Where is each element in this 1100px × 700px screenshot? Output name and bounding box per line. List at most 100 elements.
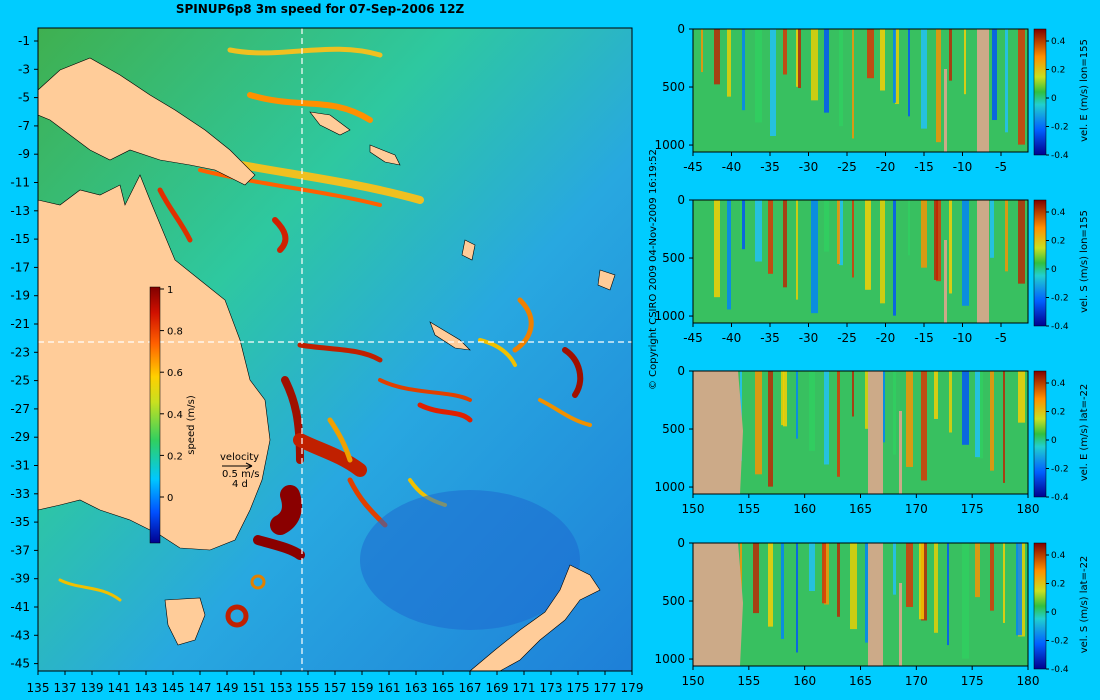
section-land-mask <box>899 411 902 494</box>
section-x-tick-label: -45 <box>683 160 703 174</box>
section-streak <box>809 543 815 591</box>
colorbar-tick-label: 1 <box>167 285 173 296</box>
section-streak <box>839 29 843 127</box>
lon-tick-label: 161 <box>378 681 401 695</box>
longitude-axis: 135 137 139 141 143 145 147 149 151 153 155 157 159 1… <box>27 671 644 695</box>
section-panel: 0 500 1000 -45 -40 -35 -30 -25 -20 -15 -10 -5 0.4 0.2… <box>654 193 1090 345</box>
lat-tick-label: -37 <box>10 543 30 557</box>
velocity-key-speed: 0.5 m/s <box>222 469 259 480</box>
section-streak <box>701 29 703 73</box>
lon-tick-label: 177 <box>594 681 617 695</box>
lon-tick-label: 169 <box>486 681 509 695</box>
section-streak <box>893 543 896 595</box>
velocity-key-duration: 4 d <box>232 479 248 490</box>
lon-tick-label: 149 <box>216 681 239 695</box>
section-streak <box>768 543 773 627</box>
fiji-land <box>597 269 616 291</box>
section-streak <box>753 543 759 614</box>
section-y-tick-label: 1000 <box>654 138 685 152</box>
section-colorbar-tick-label: 0.2 <box>1051 580 1065 590</box>
section-land-mask <box>868 543 883 666</box>
section-streak <box>934 371 938 419</box>
colorbar-ticks: 1 0.8 0.6 0.4 0.2 0 <box>160 285 183 504</box>
section-streak <box>822 543 826 604</box>
low-speed-region <box>360 490 580 630</box>
section-streak <box>824 371 829 465</box>
section-streak <box>992 29 997 121</box>
section-x-tick-label: 175 <box>961 502 984 516</box>
section-streak <box>921 29 927 129</box>
lat-tick-label: -41 <box>10 600 30 614</box>
section-land-mask <box>944 69 947 152</box>
section-streak <box>908 200 910 256</box>
section-streak <box>755 200 762 262</box>
section-x-tick-label: 165 <box>849 674 872 688</box>
lat-tick-label: -21 <box>10 317 30 331</box>
lon-tick-label: 175 <box>567 681 590 695</box>
lon-tick-label: 157 <box>324 681 347 695</box>
section-frame <box>692 28 1029 153</box>
section-colorbar-label: vel. S (m/s) lat=-22 <box>1079 556 1090 654</box>
section-streak <box>936 200 941 282</box>
section-land-mask <box>977 200 989 323</box>
section-colorbar <box>1033 542 1047 670</box>
section-streak <box>824 543 829 605</box>
section-streak <box>837 200 840 264</box>
lon-tick-label: 147 <box>189 681 212 695</box>
section-streak <box>809 371 815 451</box>
new-zealand-land <box>469 564 601 672</box>
velocity-arrowhead-icon <box>245 462 253 470</box>
speed-colorbar: 1 0.8 0.6 0.4 0.2 0 speed (m/s) <box>149 285 197 544</box>
section-streak <box>714 200 720 298</box>
colorbar-scale <box>149 286 161 544</box>
section-streak <box>906 543 913 607</box>
colorbar-tick-label: 0.8 <box>167 327 183 338</box>
copyright-note: © Copyright CSIRO 2009 04-Nov-2009 16:19… <box>648 149 659 390</box>
lon-tick-label: 153 <box>270 681 293 695</box>
section-colorbar-tick-label: 0.2 <box>1051 408 1065 418</box>
lat-tick-label: -17 <box>10 260 30 274</box>
lon-tick-label: 139 <box>81 681 104 695</box>
lon-tick-label: 141 <box>108 681 131 695</box>
section-land-mask <box>977 29 989 152</box>
colorbar-tick-label: 0 <box>167 493 173 504</box>
lat-tick-label: -31 <box>10 459 30 473</box>
section-x-tick-label: -40 <box>722 331 742 345</box>
section-x-tick-label: -40 <box>722 160 742 174</box>
section-x-tick-label: 180 <box>1017 502 1040 516</box>
section-streak <box>852 29 854 139</box>
section-colorbar-tick-label: 0.4 <box>1051 37 1066 47</box>
section-x-tick-label: -5 <box>995 160 1007 174</box>
section-y-tick-label: 0 <box>677 193 685 207</box>
section-field <box>693 29 1028 152</box>
lat-tick-label: -33 <box>10 487 30 501</box>
section-y-tick-label: 500 <box>662 80 685 94</box>
lat-tick-label: -27 <box>10 402 30 416</box>
section-streak <box>975 371 980 458</box>
section-land-mask <box>944 240 947 323</box>
section-field <box>693 543 1028 666</box>
section-y-tick-label: 500 <box>662 594 685 608</box>
lat-tick-label: -1 <box>18 34 30 48</box>
section-streak <box>768 371 773 487</box>
lon-tick-label: 179 <box>621 681 644 695</box>
section-streak <box>949 29 952 81</box>
lat-tick-label: -43 <box>10 628 30 642</box>
section-streak <box>770 29 776 137</box>
colorbar-tick-label: 0.6 <box>167 368 183 379</box>
velocity-key: velocity 0.5 m/s 4 d <box>220 452 259 490</box>
section-field <box>693 200 1028 323</box>
section-streak <box>921 371 927 481</box>
section-streak <box>755 371 762 475</box>
section-x-tick-label: 155 <box>737 674 760 688</box>
section-colorbar-tick-label: 0.2 <box>1051 66 1065 76</box>
latitude-axis: -1 -3 -5 -7 -9 -11 -13 -15 -17 -19 -21 -23 -25 -27 -29… <box>10 34 38 671</box>
section-streak <box>962 200 969 306</box>
lat-tick-label: -19 <box>10 289 30 303</box>
section-frame <box>692 199 1029 324</box>
lat-tick-label: -39 <box>10 572 30 586</box>
section-streak <box>1018 371 1025 423</box>
section-x-tick-label: 180 <box>1017 674 1040 688</box>
section-streak <box>824 29 829 113</box>
